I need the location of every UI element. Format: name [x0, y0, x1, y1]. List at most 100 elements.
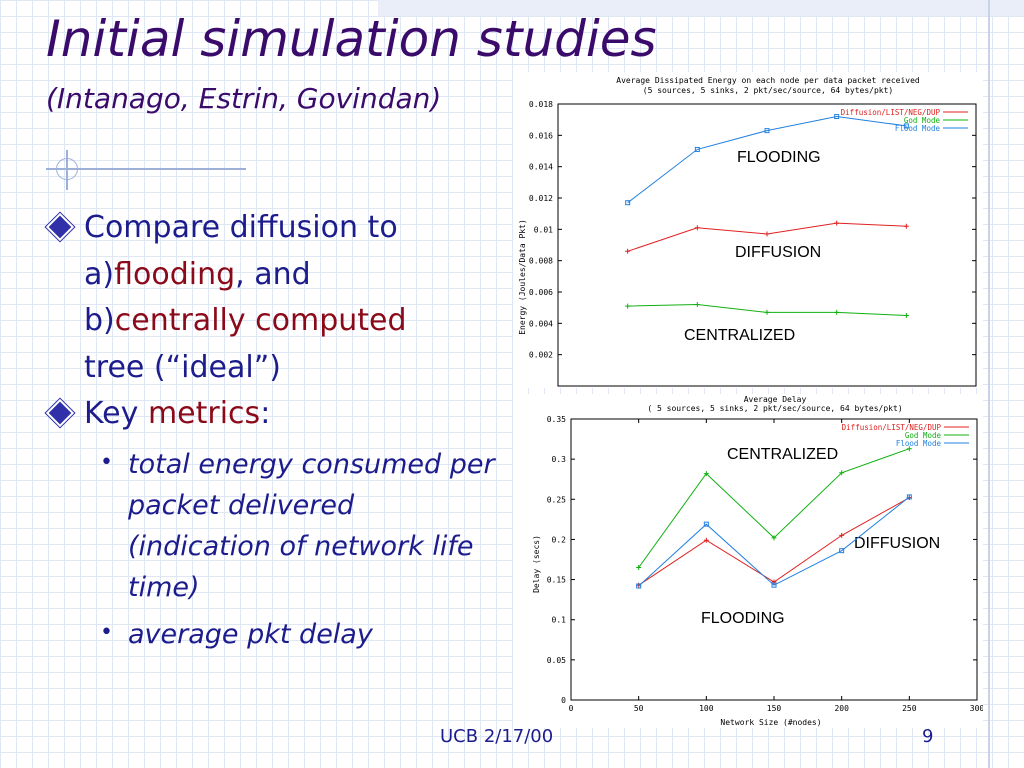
data-point: [903, 313, 909, 318]
y-tick-label: 0.014: [529, 163, 553, 172]
y-tick-label: 0.25: [547, 495, 566, 504]
x-tick-label: 300: [970, 704, 983, 713]
data-point: [839, 532, 845, 538]
y-tick-label: 0.3: [552, 455, 567, 464]
sub-bullet-text: total energy consumed per packet deliver…: [128, 448, 495, 603]
y-tick-label: 0.2: [552, 535, 567, 544]
data-point: [694, 225, 700, 231]
y-tick-label: 0.15: [547, 576, 566, 585]
legend-label: Diffusion/LIST/NEG/DUP: [841, 108, 941, 117]
data-point: [625, 248, 631, 254]
sub-bullet-delay: • average pkt delay: [44, 614, 504, 655]
annotation-centralized: CENTRALIZED: [684, 327, 795, 344]
chart-title: Average Delay: [744, 395, 807, 404]
emphasis-flooding: flooding: [114, 256, 236, 292]
chart-xlabel: Network Size (#nodes): [720, 718, 821, 727]
bullet-list: Compare diffusion to a)flooding, and b)c…: [44, 205, 504, 655]
sub-bullet-energy: • total energy consumed per packet deliv…: [44, 444, 504, 608]
data-point: [906, 494, 912, 500]
slide-title: Initial simulation studies: [46, 10, 657, 68]
footer-date: UCB 2/17/00: [440, 726, 554, 747]
annotation-diffusion: DIFFUSION: [854, 535, 940, 552]
data-point: [839, 548, 845, 554]
chart-ylabel: Energy (Joules/Data Pkt): [518, 219, 527, 335]
data-point: [839, 470, 845, 476]
bullet-text-line: :: [260, 396, 271, 431]
chart-ylabel: Delay (secs): [532, 535, 541, 593]
data-point: [625, 200, 631, 206]
dot-bullet-icon: •: [100, 619, 113, 645]
y-tick-label: 0.006: [529, 288, 553, 297]
y-tick-label: 0.012: [529, 194, 553, 203]
chart-subtitle: (5 sources, 5 sinks, 2 pkt/sec/source, 6…: [643, 86, 893, 95]
chart-subtitle: ( 5 sources, 5 sinks, 2 pkt/sec/source, …: [647, 404, 902, 413]
data-point: [703, 521, 709, 527]
data-point: [694, 302, 700, 308]
data-point: [906, 446, 912, 452]
y-tick-label: 0.004: [529, 319, 553, 328]
data-point: [764, 309, 770, 315]
diamond-bullet-icon: [45, 212, 75, 242]
data-point: [764, 128, 770, 134]
decorative-circle-icon: [56, 158, 78, 180]
legend-label: God Mode: [905, 431, 942, 440]
dot-bullet-icon: •: [100, 449, 113, 475]
legend-label: Flood Mode: [895, 124, 941, 133]
legend-label: God Mode: [904, 116, 941, 125]
x-tick-label: 200: [834, 704, 849, 713]
series-line: [638, 496, 910, 587]
frame-right-line: [988, 0, 990, 768]
bullet-text-line: Key: [84, 396, 148, 431]
data-point: [764, 231, 770, 237]
data-point: [703, 537, 709, 543]
energy-chart: Average Dissipated Energy on each node p…: [513, 72, 983, 388]
x-tick-label: 150: [767, 704, 782, 713]
bullet-text-line: , and: [235, 256, 311, 292]
annotation-centralized: CENTRALIZED: [727, 446, 838, 463]
data-point: [771, 582, 777, 588]
diamond-bullet-icon: [45, 398, 75, 428]
bullet-compare: Compare diffusion to a)flooding, and b)c…: [44, 205, 504, 391]
bullet-key-metrics: Key metrics:: [44, 391, 504, 438]
data-point: [636, 583, 642, 589]
x-tick-label: 50: [634, 704, 644, 713]
data-point: [834, 309, 840, 315]
energy-chart-svg: Average Dissipated Energy on each node p…: [518, 76, 977, 387]
annotation-diffusion: DIFFUSION: [735, 244, 821, 261]
data-point: [694, 146, 700, 152]
y-tick-label: 0.002: [529, 351, 553, 360]
data-point: [834, 114, 840, 120]
slide-subtitle: (Intanago, Estrin, Govindan): [46, 82, 442, 115]
bullet-text-line: tree (“ideal”): [84, 349, 281, 385]
y-tick-label: 0.016: [529, 131, 553, 140]
sub-bullet-text: average pkt delay: [128, 618, 373, 650]
data-point: [834, 220, 840, 226]
y-tick-label: 0.01: [534, 225, 553, 234]
y-tick-label: 0: [561, 696, 566, 705]
data-point: [903, 223, 909, 229]
bullet-text-line: b): [84, 303, 115, 338]
x-tick-label: 0: [569, 704, 574, 713]
data-point: [903, 123, 909, 129]
decorative-line: [46, 168, 246, 170]
data-point: [625, 303, 631, 309]
frame-top-line: [378, 0, 1024, 16]
annotation-flooding: FLOODING: [701, 610, 785, 627]
x-tick-label: 250: [902, 704, 917, 713]
legend-label: Diffusion/LIST/NEG/DUP: [842, 423, 942, 432]
x-tick-label: 100: [699, 704, 714, 713]
y-tick-label: 0.35: [547, 415, 566, 424]
page-number: 9: [922, 726, 934, 747]
y-tick-label: 0.008: [529, 257, 553, 266]
delay-chart-svg: Average Delay ( 5 sources, 5 sinks, 2 pk…: [532, 395, 983, 727]
y-tick-label: 0.018: [529, 100, 553, 109]
legend-label: Flood Mode: [896, 439, 942, 448]
chart-title: Average Dissipated Energy on each node p…: [616, 76, 920, 85]
data-point: [636, 565, 642, 571]
emphasis-centrally-computed: centrally computed: [114, 303, 407, 338]
series-line: [627, 115, 907, 204]
y-tick-label: 0.05: [547, 656, 566, 665]
data-point: [771, 535, 777, 541]
plot-frame: [557, 103, 977, 387]
bullet-text-line: a): [84, 256, 115, 292]
